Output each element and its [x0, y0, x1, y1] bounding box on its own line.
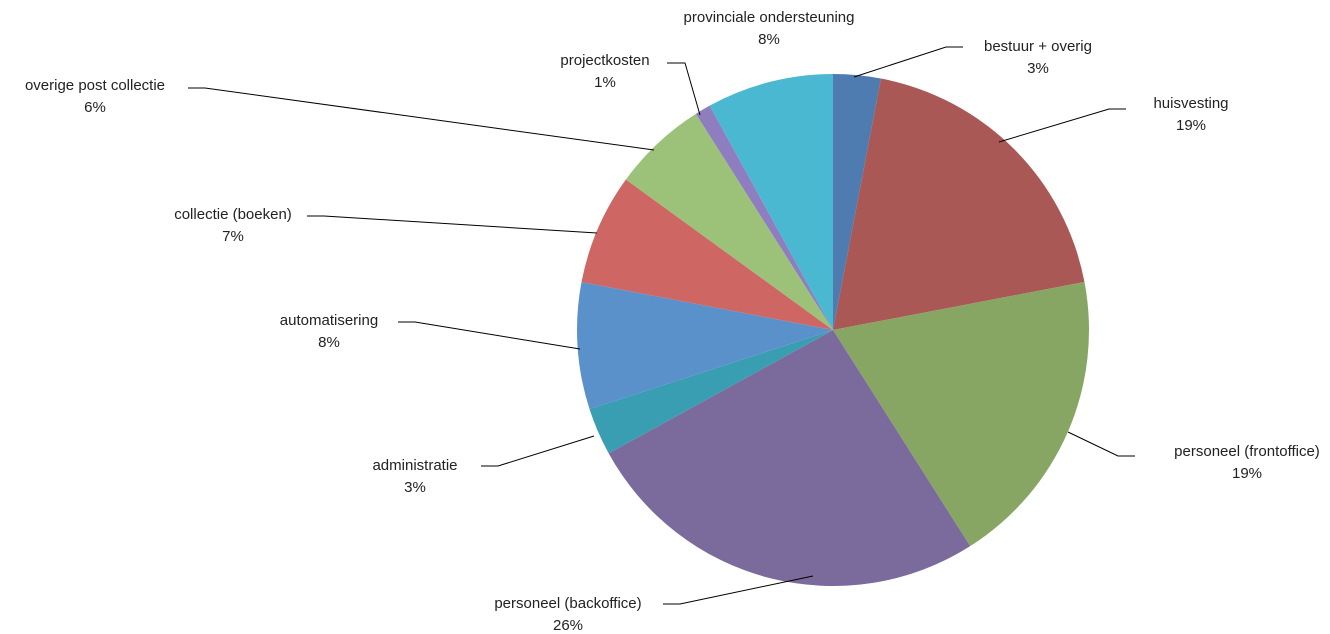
pie-slice-bestuur-overig [833, 73, 881, 330]
slice-name-label: collectie (boeken) [174, 206, 292, 223]
pie-slice-collectie-boeken [581, 179, 833, 330]
slice-percent-label: 3% [1027, 60, 1049, 77]
pie-slice-provinciale-ondersteuning [709, 74, 833, 330]
slice-name-label: provinciale ondersteuning [684, 9, 855, 26]
slice-percent-label: 19% [1232, 465, 1262, 482]
slice-percent-label: 3% [404, 479, 426, 496]
slice-name-label: administratie [372, 457, 457, 474]
slice-percent-label: 8% [318, 334, 340, 351]
leader-line-automatisering [398, 321, 581, 350]
slice-percent-label: 6% [84, 99, 106, 116]
leader-line-collectie-boeken [307, 215, 598, 234]
leader-lines [188, 46, 1135, 605]
pie-slice-overige-post-collectie [625, 113, 833, 330]
leader-line-huisvesting [998, 108, 1126, 143]
slice-percent-label: 7% [222, 228, 244, 245]
leader-line-administratie [481, 435, 595, 467]
slice-percent-label: 19% [1176, 117, 1206, 134]
slice-name-label: personeel (frontoffice) [1174, 443, 1320, 460]
leader-line-bestuur-overig [853, 46, 963, 78]
pie-slice-huisvesting [833, 78, 1085, 330]
slice-name-label: huisvesting [1153, 95, 1228, 112]
slice-percent-label: 8% [758, 31, 780, 48]
slice-name-label: projectkosten [560, 52, 649, 69]
slice-name-label: personeel (backoffice) [494, 595, 641, 612]
slice-percent-label: 26% [553, 617, 583, 634]
leader-line-personeel-frontoffice [1067, 431, 1135, 457]
pie-slice-projectkosten [695, 105, 833, 330]
pie-slice-automatisering [576, 282, 833, 410]
leader-line-projectkosten [667, 62, 701, 116]
pie-slices [576, 73, 1090, 586]
slice-labels: bestuur + overig 3% huisvesting 19% personee… [25, 9, 1320, 634]
slice-name-label: automatisering [280, 312, 378, 329]
pie-slice-personeel-frontoffice [833, 282, 1090, 547]
pie-slice-personeel-backoffice [608, 330, 971, 586]
slice-percent-label: 1% [594, 74, 616, 91]
slice-name-label: bestuur + overig [984, 38, 1092, 55]
leader-line-overige-post-collectie [188, 87, 655, 151]
slice-name-label: overige post collectie [25, 77, 165, 94]
pie-slice-administratie [589, 330, 833, 454]
leader-line-personeel-backoffice [663, 575, 814, 605]
